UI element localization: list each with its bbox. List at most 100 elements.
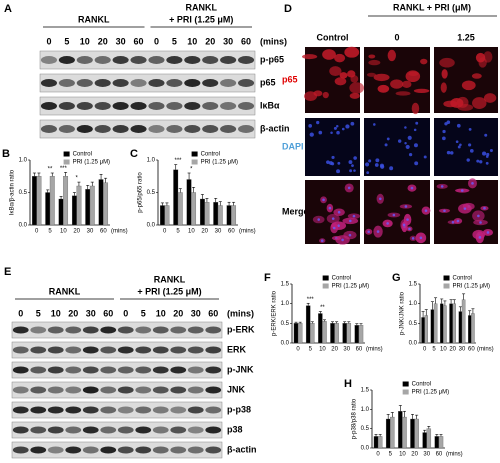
band — [82, 346, 99, 354]
nucleus — [415, 121, 419, 125]
x-tick-label: 30 — [459, 347, 466, 353]
nucleus — [468, 143, 472, 147]
nucleus — [424, 209, 428, 212]
cell — [413, 88, 430, 93]
y-axis-label: p-JNK/JNK ratio — [400, 291, 406, 335]
bar — [461, 299, 466, 344]
band — [82, 366, 99, 374]
time-label: 30 — [116, 36, 126, 46]
band — [112, 125, 129, 133]
band — [130, 125, 147, 133]
bar — [385, 418, 391, 449]
band — [30, 326, 47, 334]
band — [65, 386, 82, 394]
band — [148, 125, 165, 133]
band — [184, 56, 201, 64]
nucleus — [326, 160, 330, 165]
bar — [231, 205, 237, 226]
x-tick-label: 0 — [423, 347, 427, 353]
blot-strip — [11, 341, 223, 359]
bar — [71, 195, 77, 226]
row-label: p65 — [260, 77, 276, 87]
nucleus — [440, 185, 444, 188]
bar — [89, 185, 95, 226]
bar — [334, 323, 339, 344]
band — [152, 426, 169, 434]
cell — [483, 93, 497, 103]
x-axis-label: (mins) — [239, 229, 256, 235]
band — [65, 406, 82, 414]
band — [237, 125, 255, 133]
band — [100, 346, 117, 354]
time-label: 20 — [98, 36, 108, 46]
band — [135, 426, 152, 434]
bar — [213, 202, 219, 226]
nucleus — [348, 219, 352, 223]
band — [187, 366, 204, 374]
bar — [354, 325, 360, 344]
band — [40, 102, 58, 110]
cell — [390, 79, 404, 89]
row-label: β-actin — [227, 444, 257, 454]
band — [205, 446, 222, 454]
band — [237, 102, 255, 110]
band — [47, 386, 64, 394]
bar — [410, 418, 415, 449]
band — [117, 326, 134, 334]
y-tick-label: 0.0 — [147, 223, 156, 229]
nucleus — [348, 160, 353, 165]
nucleus — [483, 206, 486, 210]
nucleus — [316, 120, 320, 125]
nucleus — [353, 169, 356, 172]
bar — [434, 436, 440, 449]
cell — [349, 92, 360, 99]
nucleus — [411, 237, 415, 240]
group-label: RANKL — [49, 286, 81, 296]
nucleus — [407, 135, 412, 140]
y-tick-label: 0.0 — [361, 446, 370, 452]
band — [47, 366, 64, 374]
bar — [430, 309, 435, 344]
bar — [103, 182, 109, 226]
blot-strip — [11, 381, 223, 399]
cell — [420, 58, 428, 65]
bar — [390, 416, 395, 449]
time-label: 60 — [103, 308, 113, 318]
band — [135, 446, 152, 454]
nucleus — [376, 230, 380, 233]
band — [205, 366, 222, 374]
x-tick-label: 60 — [356, 347, 363, 353]
bar — [226, 205, 232, 226]
band — [12, 346, 29, 354]
bar — [402, 416, 407, 449]
band — [30, 426, 47, 434]
band — [117, 446, 134, 454]
time-label: 30 — [86, 308, 96, 318]
blot-strip — [11, 401, 223, 419]
nucleus — [341, 127, 345, 131]
x-tick-label: 10 — [399, 452, 406, 458]
nucleus — [450, 151, 454, 155]
x-tick-label: 60 — [100, 229, 107, 235]
time-label: 0 — [18, 308, 23, 318]
y-tick-label: 1.0 — [281, 301, 290, 307]
blot-strip — [11, 361, 223, 379]
cell — [377, 84, 390, 93]
group-label: RANKL — [78, 14, 110, 24]
y-tick-label: 0.5 — [281, 321, 290, 327]
group-label: RANKL — [154, 274, 186, 284]
group-label: + PRI (1.25 μM) — [169, 14, 233, 24]
band — [112, 79, 129, 87]
y-axis-label: p-ERK/ERK ratio — [272, 290, 278, 336]
bar — [191, 192, 197, 226]
x-tick-label: 0 — [376, 452, 380, 458]
significance: ** — [48, 167, 53, 173]
legend-swatch — [402, 389, 409, 395]
nucleus — [318, 130, 323, 135]
nucleus — [456, 123, 461, 128]
time-label: 30 — [223, 36, 233, 46]
x-tick-label: 10 — [319, 347, 326, 353]
legend-swatch — [322, 275, 329, 281]
band — [117, 346, 134, 354]
significance: *** — [307, 297, 315, 303]
